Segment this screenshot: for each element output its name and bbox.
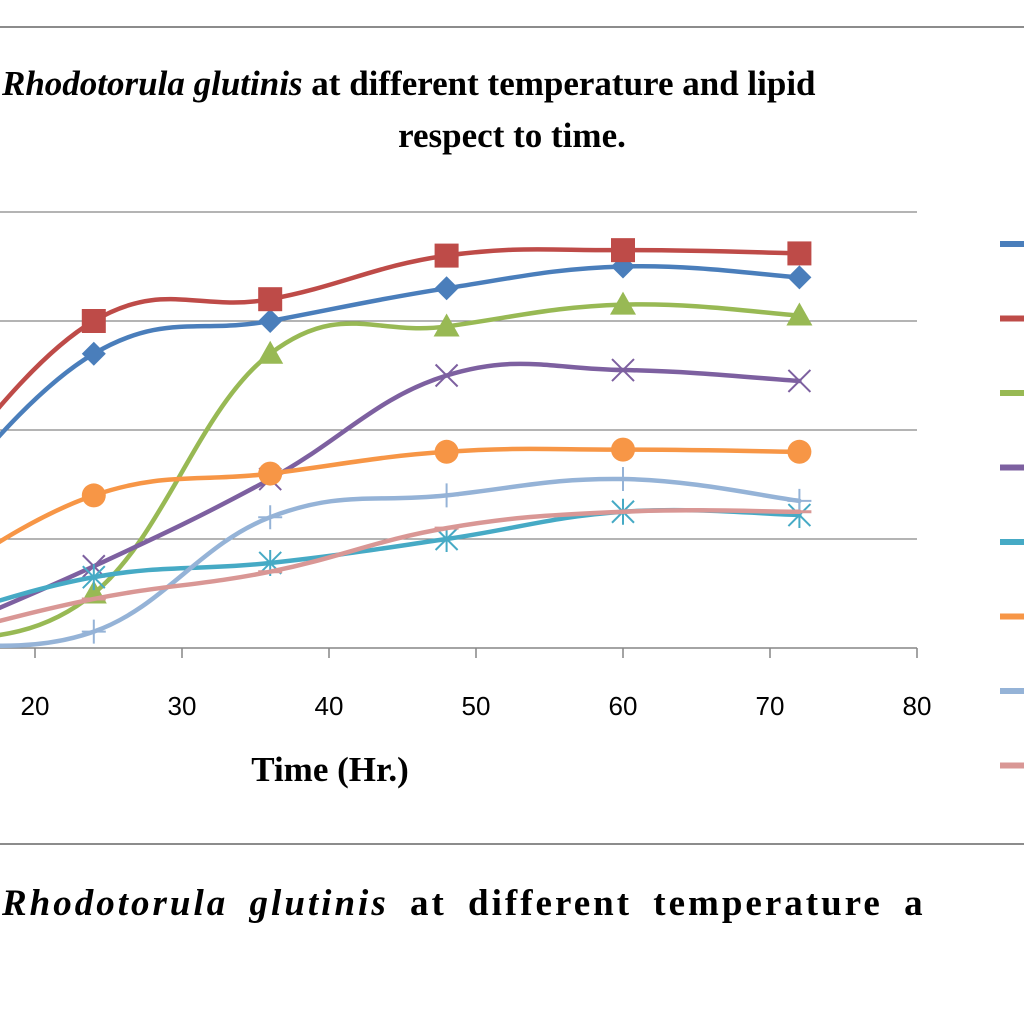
triangle-marker xyxy=(433,313,460,337)
legend xyxy=(1000,241,1024,769)
chart-title-species: Rhodotorula glutinis xyxy=(2,64,303,103)
asterisk-marker xyxy=(82,564,106,591)
square-marker xyxy=(434,243,459,268)
series-4 xyxy=(0,358,812,611)
chart-title-line-2: respect to time. xyxy=(398,116,626,155)
x-marker xyxy=(434,363,459,388)
series-6 xyxy=(0,437,812,545)
figure-caption: Rhodotorula glutinis at different temper… xyxy=(2,882,926,925)
plus-marker xyxy=(81,619,106,644)
circle-marker xyxy=(81,483,106,508)
top-border xyxy=(0,26,1024,28)
chart-title-line-1: Rhodotorula glutinis at different temper… xyxy=(2,62,816,106)
x-tick-label: 60 xyxy=(609,691,638,721)
x-tick-label: 50 xyxy=(462,691,491,721)
square-marker xyxy=(81,309,106,333)
plus-marker xyxy=(434,483,459,508)
series-line xyxy=(0,247,802,410)
triangle-marker xyxy=(610,291,636,315)
bottom-border xyxy=(0,843,1024,845)
diamond-marker xyxy=(81,341,106,366)
figure-caption-rest: at different temperature a xyxy=(388,883,926,924)
series-line xyxy=(0,263,802,439)
diamond-marker xyxy=(787,265,812,290)
plus-marker xyxy=(611,467,635,492)
square-marker xyxy=(258,287,283,312)
figure-caption-species: Rhodotorula glutinis xyxy=(2,883,389,924)
x-tick-label: 70 xyxy=(756,691,785,721)
diamond-marker xyxy=(434,276,459,301)
circle-marker xyxy=(434,439,459,464)
x-tick-label: 80 xyxy=(903,691,932,721)
x-axis: 20 30 40 50 60 70 80 xyxy=(0,647,932,721)
circle-marker xyxy=(787,439,812,464)
triangle-marker xyxy=(786,302,813,326)
chart-title-rest: at different temperature and lipid xyxy=(302,64,816,103)
series-line xyxy=(0,508,802,624)
diamond-marker xyxy=(258,309,283,333)
circle-marker xyxy=(258,461,283,486)
square-marker xyxy=(787,241,812,266)
x-tick-label: 30 xyxy=(168,691,197,721)
square-marker xyxy=(611,238,635,263)
series-3 xyxy=(0,291,813,638)
x-tick-label: 20 xyxy=(21,691,50,721)
series-8 xyxy=(0,508,812,624)
series-line xyxy=(0,476,802,649)
series-line xyxy=(0,446,802,545)
series-line xyxy=(0,302,802,638)
plus-marker xyxy=(258,505,283,530)
x-marker xyxy=(611,358,635,382)
triangle-marker xyxy=(257,340,284,364)
line-chart: 20 30 40 50 60 70 80 Time (Hr.) xyxy=(0,211,1024,789)
x-axis-label: Time (Hr.) xyxy=(251,750,408,789)
series-line xyxy=(0,361,802,611)
data-series xyxy=(0,238,813,649)
series-2 xyxy=(0,238,812,410)
series-7 xyxy=(0,467,812,649)
plus-marker xyxy=(787,488,812,513)
circle-marker xyxy=(611,437,635,462)
x-tick-label: 40 xyxy=(315,691,344,721)
series-1 xyxy=(0,254,812,439)
x-marker xyxy=(787,369,812,393)
